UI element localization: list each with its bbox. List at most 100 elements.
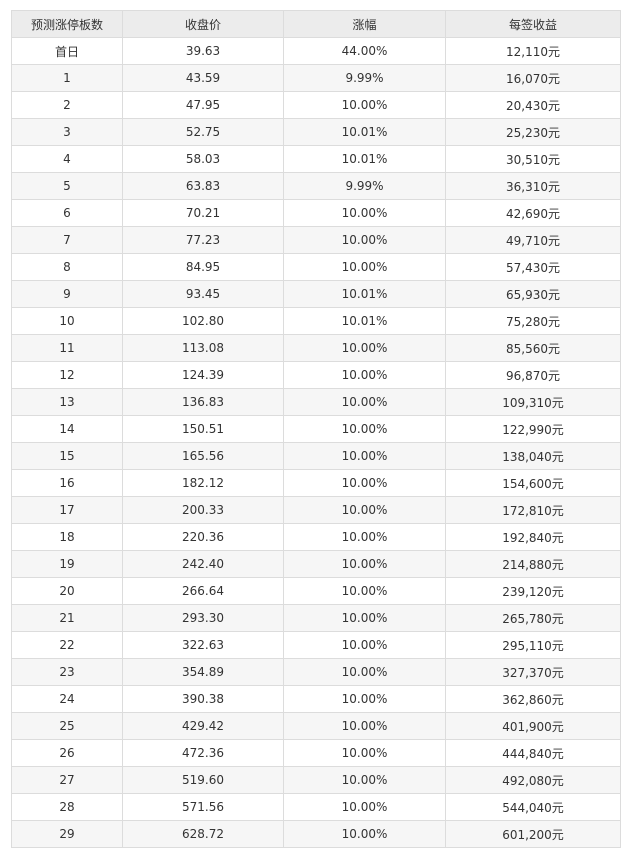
table-cell: 4 [11, 145, 123, 173]
table-cell: 492,080元 [445, 766, 621, 794]
table-cell: 49,710元 [445, 226, 621, 254]
table-cell: 23 [11, 658, 123, 686]
table-cell: 10.01% [283, 145, 446, 173]
table-cell: 85,560元 [445, 334, 621, 362]
table-cell: 52.75 [122, 118, 284, 146]
table-cell: 93.45 [122, 280, 284, 308]
table-row: 15 165.56 10.00% 138,040元 [11, 442, 621, 470]
table-row: 29 628.72 10.00% 601,200元 [11, 820, 621, 848]
table-cell: 571.56 [122, 793, 284, 821]
table-cell: 444,840元 [445, 739, 621, 767]
table-cell: 96,870元 [445, 361, 621, 389]
table-cell: 58.03 [122, 145, 284, 173]
table-container: 预测涨停板数 收盘价 涨幅 每签收益 首日 39.63 44.00% 12,110元 1 43.… [11, 10, 621, 848]
table-cell: 9.99% [283, 64, 446, 92]
table-cell: 242.40 [122, 550, 284, 578]
table-cell: 401,900元 [445, 712, 621, 740]
table-cell: 214,880元 [445, 550, 621, 578]
table-cell: 154,600元 [445, 469, 621, 497]
table-cell: 138,040元 [445, 442, 621, 470]
table-cell: 150.51 [122, 415, 284, 443]
table-cell: 15 [11, 442, 123, 470]
table-cell: 10.00% [283, 199, 446, 227]
table-cell: 5 [11, 172, 123, 200]
table-row: 28 571.56 10.00% 544,040元 [11, 793, 621, 821]
table-cell: 390.38 [122, 685, 284, 713]
table-row: 4 58.03 10.01% 30,510元 [11, 145, 621, 173]
table-cell: 293.30 [122, 604, 284, 632]
header-cell: 预测涨停板数 [11, 10, 123, 38]
table-row: 23 354.89 10.00% 327,370元 [11, 658, 621, 686]
table-row: 24 390.38 10.00% 362,860元 [11, 685, 621, 713]
table-cell: 109,310元 [445, 388, 621, 416]
table-cell: 354.89 [122, 658, 284, 686]
table-cell: 47.95 [122, 91, 284, 119]
table-cell: 10.00% [283, 415, 446, 443]
table-cell: 18 [11, 523, 123, 551]
table-row: 14 150.51 10.00% 122,990元 [11, 415, 621, 443]
table-cell: 10.00% [283, 685, 446, 713]
table-cell: 102.80 [122, 307, 284, 335]
table-cell: 200.33 [122, 496, 284, 524]
table-cell: 39.63 [122, 37, 284, 65]
table-cell: 2 [11, 91, 123, 119]
table-body: 首日 39.63 44.00% 12,110元 1 43.59 9.99% 16,070元 2 4… [11, 37, 621, 848]
table-cell: 17 [11, 496, 123, 524]
table-cell: 429.42 [122, 712, 284, 740]
table-row: 11 113.08 10.00% 85,560元 [11, 334, 621, 362]
table-cell: 601,200元 [445, 820, 621, 848]
table-cell: 10.00% [283, 523, 446, 551]
table-cell: 172,810元 [445, 496, 621, 524]
table-cell: 20,430元 [445, 91, 621, 119]
table-cell: 266.64 [122, 577, 284, 605]
table-row: 2 47.95 10.00% 20,430元 [11, 91, 621, 119]
table-row: 16 182.12 10.00% 154,600元 [11, 469, 621, 497]
table-row: 10 102.80 10.01% 75,280元 [11, 307, 621, 335]
table-cell: 10.00% [283, 712, 446, 740]
table-row: 12 124.39 10.00% 96,870元 [11, 361, 621, 389]
header-cell: 每签收益 [445, 10, 621, 38]
table-cell: 70.21 [122, 199, 284, 227]
table-cell: 42,690元 [445, 199, 621, 227]
table-cell: 44.00% [283, 37, 446, 65]
table-cell: 3 [11, 118, 123, 146]
table-row: 1 43.59 9.99% 16,070元 [11, 64, 621, 92]
table-cell: 11 [11, 334, 123, 362]
table-cell: 36,310元 [445, 172, 621, 200]
table-cell: 21 [11, 604, 123, 632]
table-cell: 19 [11, 550, 123, 578]
table-cell: 77.23 [122, 226, 284, 254]
table-cell: 124.39 [122, 361, 284, 389]
table-cell: 10.00% [283, 469, 446, 497]
table-cell: 30,510元 [445, 145, 621, 173]
table-cell: 8 [11, 253, 123, 281]
table-cell: 10.00% [283, 442, 446, 470]
table-cell: 43.59 [122, 64, 284, 92]
table-cell: 327,370元 [445, 658, 621, 686]
table-cell: 10.00% [283, 91, 446, 119]
table-cell: 1 [11, 64, 123, 92]
table-cell: 65,930元 [445, 280, 621, 308]
table-row: 首日 39.63 44.00% 12,110元 [11, 37, 621, 65]
table-cell: 10.01% [283, 307, 446, 335]
table-cell: 10.00% [283, 793, 446, 821]
table-cell: 265,780元 [445, 604, 621, 632]
table-row: 8 84.95 10.00% 57,430元 [11, 253, 621, 281]
header-cell: 收盘价 [122, 10, 284, 38]
table-cell: 362,860元 [445, 685, 621, 713]
table-cell: 24 [11, 685, 123, 713]
table-cell: 26 [11, 739, 123, 767]
table-cell: 7 [11, 226, 123, 254]
table-row: 22 322.63 10.00% 295,110元 [11, 631, 621, 659]
table-row: 26 472.36 10.00% 444,840元 [11, 739, 621, 767]
table-cell: 10.00% [283, 334, 446, 362]
header-cell: 涨幅 [283, 10, 446, 38]
table-cell: 122,990元 [445, 415, 621, 443]
table-row: 3 52.75 10.01% 25,230元 [11, 118, 621, 146]
table-cell: 113.08 [122, 334, 284, 362]
table-cell: 16 [11, 469, 123, 497]
table-cell: 63.83 [122, 172, 284, 200]
table-cell: 25,230元 [445, 118, 621, 146]
table-cell: 322.63 [122, 631, 284, 659]
table-row: 9 93.45 10.01% 65,930元 [11, 280, 621, 308]
